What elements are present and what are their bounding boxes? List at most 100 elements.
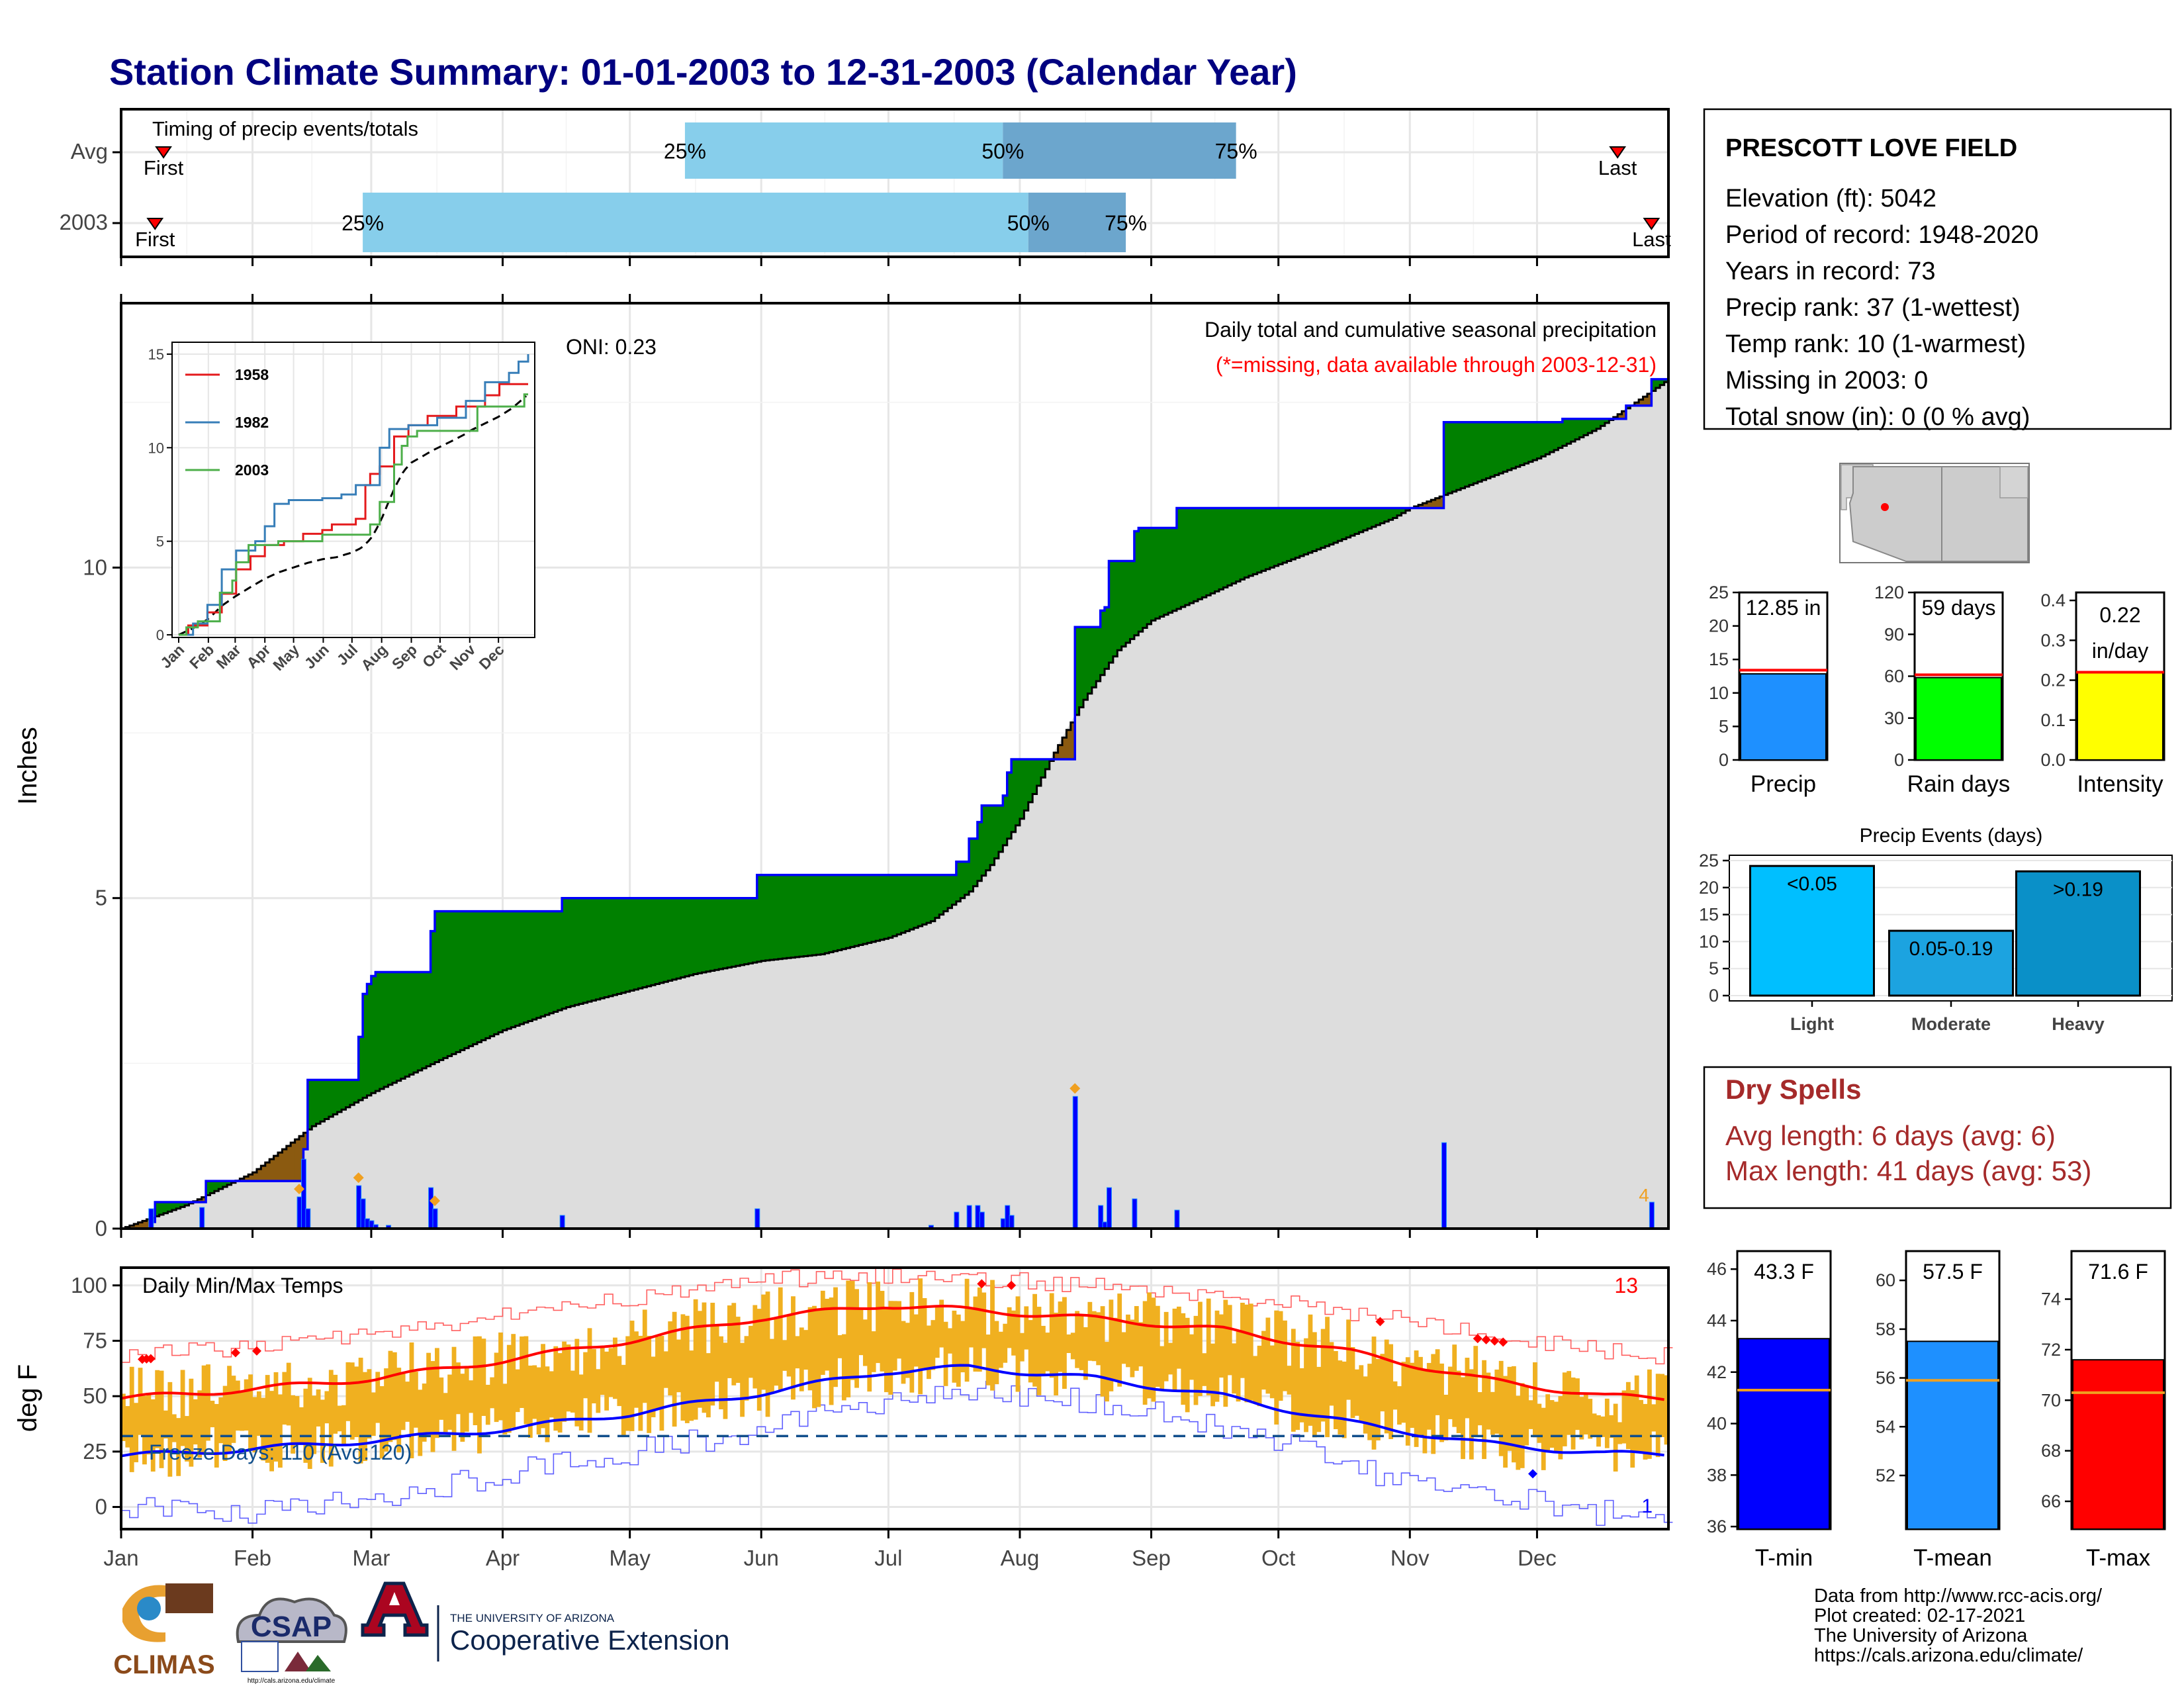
temp-daily-bar xyxy=(994,1321,999,1385)
precip-surplus-strip xyxy=(324,1080,330,1119)
precip-surplus-strip xyxy=(511,911,516,1027)
temp-daily-bar xyxy=(435,1348,439,1438)
temp-daily-bar xyxy=(1473,1346,1479,1436)
temp-daily-bar xyxy=(527,1365,533,1438)
temp-daily-bar xyxy=(1359,1365,1364,1423)
precip-surplus-strip xyxy=(345,1080,351,1107)
precip-surplus-strip xyxy=(761,874,766,961)
temp-daily-bar xyxy=(680,1314,686,1421)
temp-record-high-marker xyxy=(251,1346,261,1356)
precip-deficit-strip xyxy=(1639,399,1644,406)
temp-record-high-marker xyxy=(1375,1317,1385,1327)
temp-daily-bar xyxy=(1583,1394,1588,1435)
temp-daily-bar xyxy=(1338,1360,1343,1435)
precip-surplus-strip xyxy=(405,972,410,1077)
footer-line: https://cals.arizona.edu/climate/ xyxy=(1814,1645,2083,1666)
gauge-tick-label: 10 xyxy=(1709,683,1729,703)
precip-surplus-strip xyxy=(1401,508,1406,514)
precip-daily-bar xyxy=(979,1211,985,1229)
temp-daily-bar xyxy=(1138,1322,1144,1367)
temp-daily-bar xyxy=(532,1365,537,1419)
inset-xtick-label: Nov xyxy=(446,641,478,673)
precip-surplus-strip xyxy=(1091,627,1097,688)
precip-surplus-strip xyxy=(1269,508,1275,568)
precip-surplus-strip xyxy=(435,911,440,1062)
precip-surplus-strip xyxy=(388,972,393,1085)
temp-gauge-value-label: 57.5 F xyxy=(1923,1260,1983,1284)
precip-flag-marker xyxy=(1069,1083,1081,1094)
precip-daily-bar xyxy=(1009,1215,1015,1229)
temp-daily-bar xyxy=(1410,1362,1415,1429)
gauge-tick-label: 90 xyxy=(1884,624,1904,644)
temp-daily-bar xyxy=(1261,1331,1266,1390)
temp-daily-bar xyxy=(888,1301,893,1395)
temp-daily-bar xyxy=(905,1323,910,1378)
temp-daily-bar xyxy=(320,1399,325,1463)
temp-daily-bar xyxy=(1600,1416,1606,1437)
precip-surplus-strip xyxy=(1625,405,1631,408)
precip-surplus-strip xyxy=(320,1080,326,1122)
temp-daily-bar xyxy=(604,1351,610,1411)
temp-daily-bar xyxy=(642,1309,647,1403)
temp-daily-bar xyxy=(981,1292,987,1348)
temp-daily-bar xyxy=(1426,1362,1432,1430)
temp-daily-bar xyxy=(1142,1301,1148,1405)
timing-q50-label: 50% xyxy=(981,140,1024,164)
precip-surplus-strip xyxy=(553,911,559,1012)
climas-logo: CLIMAS xyxy=(113,1582,215,1679)
precip-surplus-strip xyxy=(1524,422,1529,464)
precip-surplus-strip xyxy=(1160,528,1165,617)
temp-daily-bar xyxy=(337,1405,342,1432)
temp-daily-bar xyxy=(727,1305,732,1378)
precip-surplus-strip xyxy=(1265,508,1271,569)
precip-surplus-strip xyxy=(1240,508,1246,580)
timing-q25-label: 25% xyxy=(341,211,384,235)
temp-daily-bar xyxy=(1202,1353,1207,1386)
temp-daily-bar xyxy=(786,1314,792,1377)
temp-daily-bar xyxy=(862,1319,868,1366)
temp-daily-bar xyxy=(129,1366,134,1472)
station-info-line: Temp rank: 10 (1-warmest) xyxy=(1725,330,2026,358)
temp-daily-bar xyxy=(655,1336,660,1409)
temp-daily-bar xyxy=(278,1394,283,1468)
precip-panel: Daily total and cumulative seasonal prec… xyxy=(13,294,1670,1241)
temp-daily-bar xyxy=(1647,1369,1652,1459)
temp-daily-bar xyxy=(316,1389,321,1427)
precip-surplus-strip xyxy=(1283,508,1288,563)
precip-surplus-strip xyxy=(566,898,571,1008)
temp-daily-bar xyxy=(901,1321,906,1384)
precip-surplus-strip xyxy=(756,874,762,962)
temp-daily-bar xyxy=(1541,1407,1546,1470)
temp-daily-bar xyxy=(1308,1314,1313,1426)
precip-surplus-strip xyxy=(621,898,626,993)
temp-daily-bar xyxy=(396,1368,402,1453)
temp-daily-bar xyxy=(684,1315,690,1423)
temp-daily-bar xyxy=(1363,1376,1368,1434)
precip-surplus-strip xyxy=(651,898,656,986)
temp-gauge-tick-label: 74 xyxy=(2041,1289,2061,1309)
temp-daily-bar xyxy=(1325,1317,1330,1438)
gauge-value-unit: in/day xyxy=(2092,639,2148,663)
temp-daily-bar xyxy=(1414,1350,1419,1447)
temp-daily-bar xyxy=(1210,1343,1216,1407)
precip-surplus-strip xyxy=(740,898,745,965)
temp-daily-bar xyxy=(367,1369,372,1439)
precip-surplus-strip xyxy=(749,898,754,964)
precip-surplus-strip xyxy=(1533,422,1538,461)
temp-daily-bar xyxy=(1545,1394,1551,1452)
precip-surplus-strip xyxy=(1040,759,1046,778)
precip-surplus-strip xyxy=(485,911,490,1039)
precip-surplus-strip xyxy=(180,1202,185,1207)
temp-daily-bar xyxy=(1193,1315,1199,1405)
precip-surplus-strip xyxy=(608,898,614,996)
precip-surplus-strip xyxy=(1346,508,1351,538)
temp-gauge-tick-label: 36 xyxy=(1707,1517,1727,1536)
temp-daily-bar xyxy=(841,1334,846,1401)
precip-surplus-strip xyxy=(820,874,825,955)
events-category-label: Moderate xyxy=(1911,1014,1991,1034)
gauge-tick-label: 0.3 xyxy=(2040,630,2066,650)
inset-xtick-label: Jun xyxy=(301,641,332,672)
temp-daily-bar xyxy=(201,1365,206,1454)
temp-gauge-tick-label: 38 xyxy=(1707,1465,1727,1485)
precip-surplus-strip xyxy=(379,972,385,1090)
